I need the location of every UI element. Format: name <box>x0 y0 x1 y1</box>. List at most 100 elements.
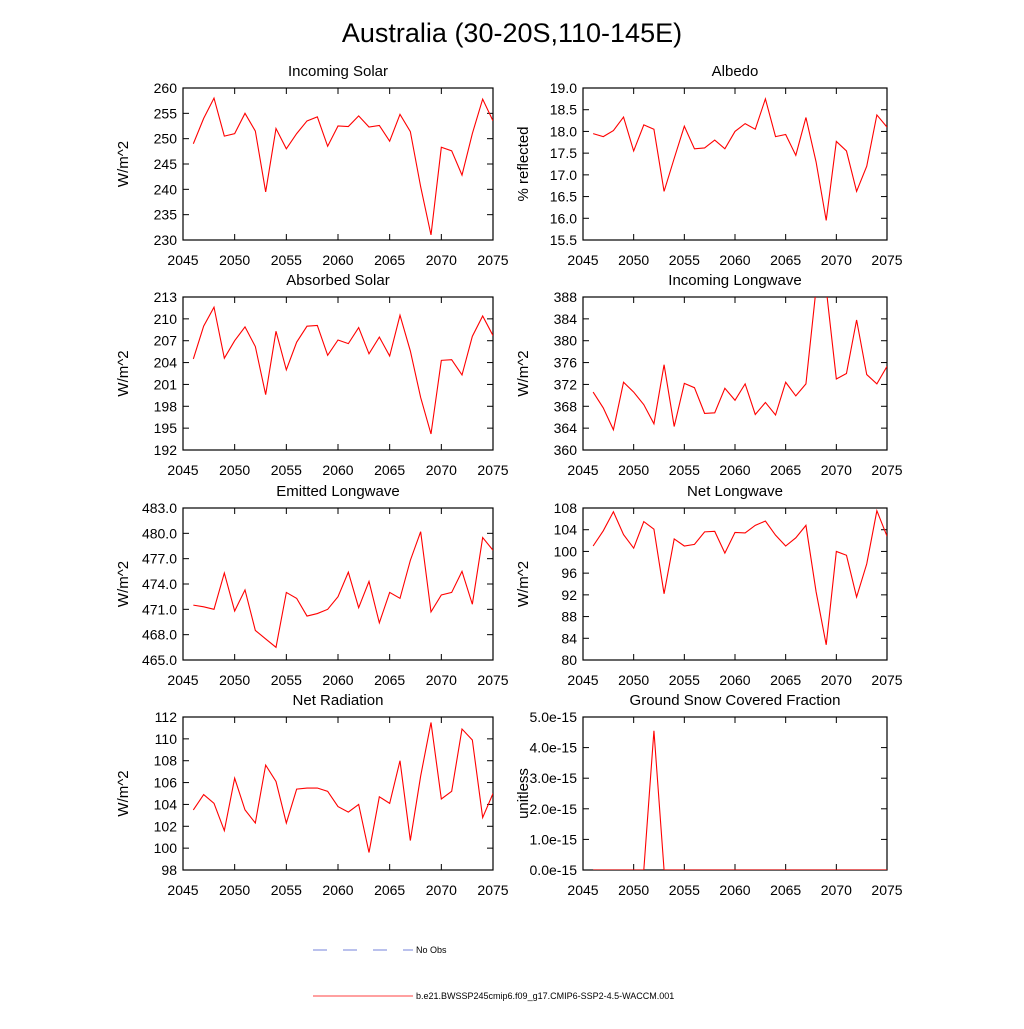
x-tick-label: 2070 <box>426 672 457 688</box>
y-tick-label: 364 <box>554 420 578 436</box>
x-tick-label: 2070 <box>426 882 457 898</box>
x-tick-label: 2065 <box>770 882 801 898</box>
y-tick-label: 100 <box>154 840 178 856</box>
x-tick-label: 2045 <box>567 462 598 478</box>
y-tick-label: 5.0e-15 <box>530 709 578 725</box>
x-tick-label: 2060 <box>322 462 353 478</box>
y-tick-label: 19.0 <box>550 80 577 96</box>
y-axis-label: unitless <box>515 768 532 819</box>
y-tick-label: 207 <box>154 333 178 349</box>
data-line <box>592 96 887 221</box>
x-tick-label: 2070 <box>426 462 457 478</box>
x-tick-label: 2055 <box>271 462 302 478</box>
y-tick-label: 474.0 <box>142 576 177 592</box>
y-tick-label: 104 <box>154 796 178 812</box>
x-tick-label: 2075 <box>477 882 508 898</box>
y-tick-label: 198 <box>154 398 178 414</box>
y-tick-label: 18.0 <box>550 123 577 139</box>
data-line <box>592 508 887 645</box>
y-axis-label: W/m^2 <box>115 561 132 607</box>
x-tick-label: 2075 <box>477 462 508 478</box>
x-tick-label: 2055 <box>271 672 302 688</box>
y-tick-label: 204 <box>154 355 178 371</box>
data-line <box>592 297 887 432</box>
y-tick-label: 80 <box>561 652 577 668</box>
y-tick-label: 468.0 <box>142 627 177 643</box>
x-tick-label: 2065 <box>770 462 801 478</box>
y-tick-label: 0.0e-15 <box>530 862 578 878</box>
y-tick-label: 250 <box>154 131 178 147</box>
x-tick-label: 2065 <box>770 672 801 688</box>
x-tick-label: 2050 <box>618 882 649 898</box>
panel-title: Albedo <box>712 63 759 80</box>
y-axis-label: W/m^2 <box>115 350 132 396</box>
x-tick-label: 2055 <box>669 252 700 268</box>
y-tick-label: 88 <box>561 609 577 625</box>
y-axis-label: W/m^2 <box>115 141 132 187</box>
x-tick-label: 2060 <box>719 882 750 898</box>
x-tick-label: 2075 <box>477 252 508 268</box>
y-tick-label: 260 <box>154 80 178 96</box>
y-tick-label: 372 <box>554 376 578 392</box>
x-tick-label: 2065 <box>374 462 405 478</box>
panel-title: Ground Snow Covered Fraction <box>630 692 841 709</box>
x-tick-label: 2050 <box>219 462 250 478</box>
panel-title: Absorbed Solar <box>286 272 389 289</box>
y-axis-label: % reflected <box>515 126 532 201</box>
y-tick-label: 4.0e-15 <box>530 740 578 756</box>
x-tick-label: 2075 <box>871 462 902 478</box>
x-tick-label: 2055 <box>669 462 700 478</box>
y-tick-label: 1.0e-15 <box>530 831 578 847</box>
y-tick-label: 376 <box>554 355 578 371</box>
x-tick-label: 2065 <box>374 252 405 268</box>
x-tick-label: 2050 <box>618 252 649 268</box>
plot-frame <box>582 87 888 241</box>
x-tick-label: 2045 <box>567 252 598 268</box>
y-tick-label: 255 <box>154 105 178 121</box>
plot-frame <box>582 716 888 871</box>
x-tick-label: 2045 <box>167 882 198 898</box>
y-tick-label: 3.0e-15 <box>530 770 578 786</box>
y-tick-label: 16.5 <box>550 189 577 205</box>
plot-frame <box>182 296 494 451</box>
x-tick-label: 2060 <box>719 462 750 478</box>
y-axis-label: W/m^2 <box>515 350 532 396</box>
y-tick-label: 84 <box>561 630 577 646</box>
y-axis-label: W/m^2 <box>515 561 532 607</box>
legend-label: b.e21.BWSSP245cmip6.f09_g17.CMIP6-SSP2-4… <box>416 991 674 1001</box>
data-line <box>193 531 493 649</box>
data-line <box>593 730 887 870</box>
y-tick-label: 245 <box>154 156 178 172</box>
x-tick-label: 2045 <box>167 462 198 478</box>
y-tick-label: 98 <box>161 862 177 878</box>
y-tick-label: 235 <box>154 207 178 223</box>
x-tick-label: 2045 <box>167 252 198 268</box>
x-tick-label: 2060 <box>719 672 750 688</box>
y-tick-label: 15.5 <box>550 232 577 248</box>
y-tick-label: 213 <box>154 289 178 305</box>
y-tick-label: 17.0 <box>550 167 577 183</box>
x-tick-label: 2070 <box>821 252 852 268</box>
x-tick-label: 2075 <box>871 672 902 688</box>
y-tick-label: 210 <box>154 311 178 327</box>
figure-title: Australia (30-20S,110-145E) <box>342 18 682 48</box>
y-tick-label: 471.0 <box>142 601 177 617</box>
y-tick-label: 18.5 <box>550 102 577 118</box>
x-tick-label: 2075 <box>477 672 508 688</box>
x-tick-label: 2070 <box>821 462 852 478</box>
x-tick-label: 2070 <box>821 882 852 898</box>
x-tick-label: 2060 <box>322 252 353 268</box>
x-tick-label: 2045 <box>567 882 598 898</box>
x-tick-label: 2050 <box>219 252 250 268</box>
data-line <box>192 96 493 236</box>
x-tick-label: 2060 <box>322 672 353 688</box>
x-tick-label: 2065 <box>770 252 801 268</box>
x-tick-label: 2060 <box>322 882 353 898</box>
plot-frame <box>582 507 888 661</box>
y-tick-label: 465.0 <box>142 652 177 668</box>
y-tick-label: 384 <box>554 311 578 327</box>
panel-title: Net Longwave <box>687 483 783 500</box>
y-tick-label: 360 <box>554 442 578 458</box>
y-tick-label: 104 <box>554 522 578 538</box>
y-tick-label: 480.0 <box>142 525 177 541</box>
